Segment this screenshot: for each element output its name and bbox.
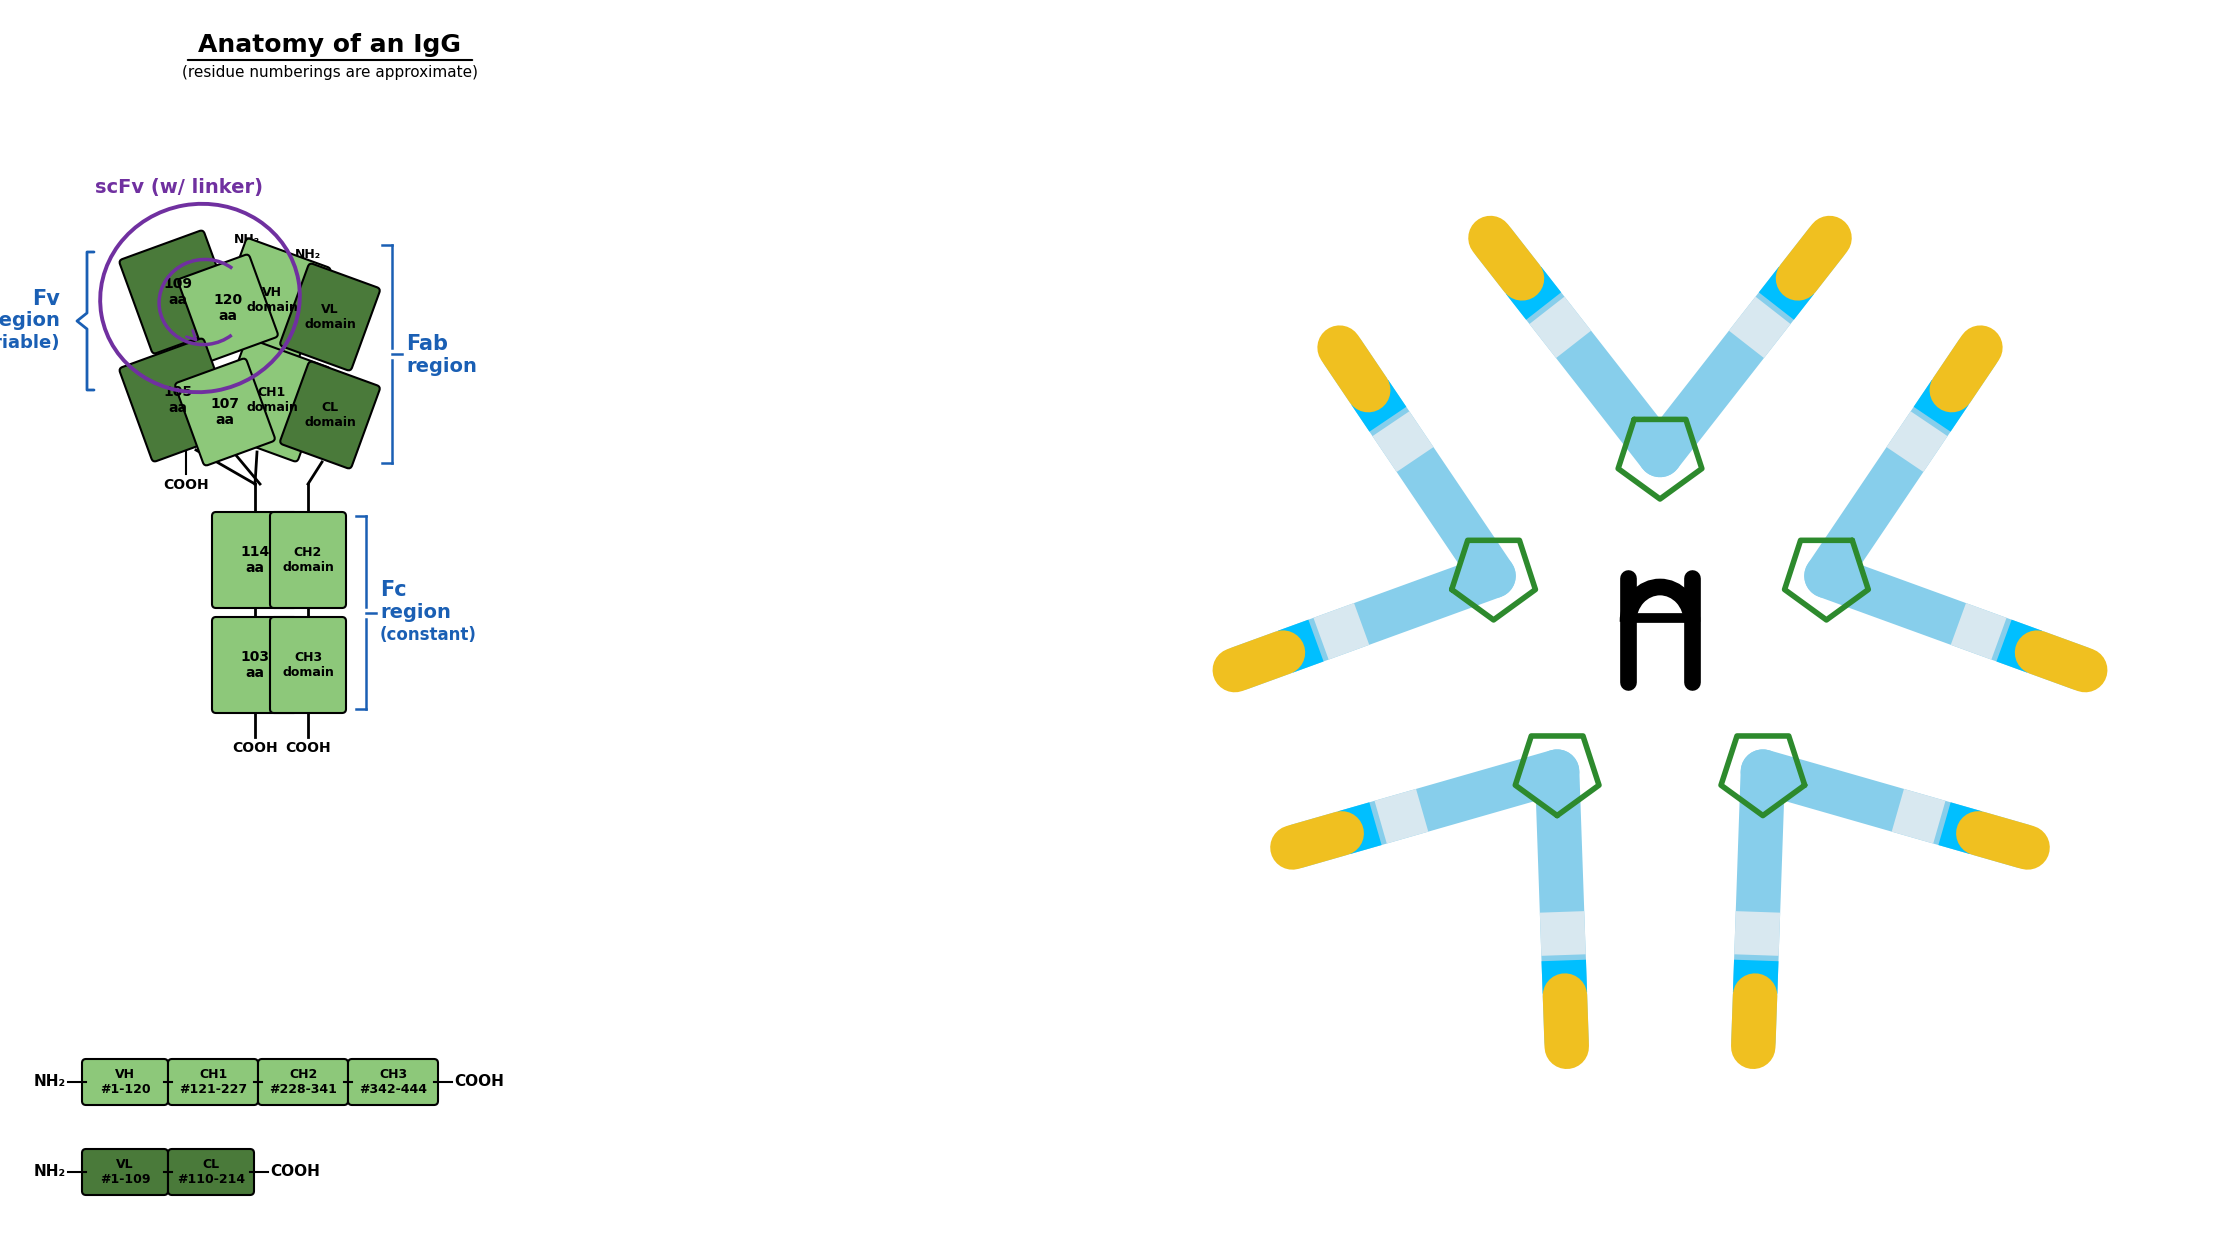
FancyBboxPatch shape [179, 255, 278, 362]
Text: 105
aa: 105 aa [164, 384, 193, 415]
FancyBboxPatch shape [280, 362, 381, 469]
Text: region: region [0, 311, 60, 330]
Text: CH2
#228-341: CH2 #228-341 [269, 1068, 336, 1096]
Text: 120
aa: 120 aa [213, 292, 242, 323]
Text: (variable): (variable) [0, 334, 60, 352]
Text: 109
aa: 109 aa [164, 277, 193, 307]
Text: 107
aa: 107 aa [211, 397, 240, 427]
Text: CH1
domain: CH1 domain [246, 386, 298, 415]
Text: COOH: COOH [455, 1075, 504, 1090]
FancyBboxPatch shape [213, 617, 298, 713]
FancyBboxPatch shape [271, 512, 345, 609]
Text: CH3
#342-444: CH3 #342-444 [358, 1068, 428, 1096]
Text: NH₂: NH₂ [296, 248, 320, 261]
Text: CH3
domain: CH3 domain [282, 651, 334, 679]
Text: COOH: COOH [233, 741, 278, 755]
Text: NH₂: NH₂ [34, 1075, 65, 1090]
FancyBboxPatch shape [119, 231, 237, 353]
Text: VH
domain: VH domain [246, 286, 298, 314]
Text: VH
#1-120: VH #1-120 [101, 1068, 150, 1096]
FancyBboxPatch shape [213, 512, 298, 609]
Text: CL
#110-214: CL #110-214 [177, 1158, 244, 1186]
Text: Anatomy of an IgG: Anatomy of an IgG [199, 33, 461, 57]
FancyBboxPatch shape [168, 1149, 253, 1194]
FancyBboxPatch shape [83, 1058, 168, 1105]
Text: Fc: Fc [381, 581, 408, 601]
Text: 103
aa: 103 aa [240, 650, 269, 680]
Text: VL
domain: VL domain [305, 302, 356, 331]
Text: COOH: COOH [284, 741, 332, 755]
Text: COOH: COOH [164, 478, 208, 491]
Text: 114
aa: 114 aa [240, 544, 269, 575]
Text: (constant): (constant) [381, 625, 477, 644]
Text: Fv: Fv [31, 289, 60, 309]
Text: (residue numberings are approximate): (residue numberings are approximate) [181, 64, 477, 79]
FancyBboxPatch shape [347, 1058, 439, 1105]
FancyBboxPatch shape [83, 1149, 168, 1194]
Text: VL
#1-109: VL #1-109 [101, 1158, 150, 1186]
Text: CL
domain: CL domain [305, 401, 356, 428]
Text: scFv (w/ linker): scFv (w/ linker) [94, 179, 262, 198]
Text: COOH: COOH [271, 1164, 320, 1179]
FancyBboxPatch shape [280, 263, 381, 370]
FancyBboxPatch shape [213, 238, 329, 362]
Text: NH₂: NH₂ [34, 1164, 65, 1179]
Text: CH2
domain: CH2 domain [282, 546, 334, 575]
FancyBboxPatch shape [119, 339, 237, 461]
FancyBboxPatch shape [168, 1058, 258, 1105]
FancyBboxPatch shape [271, 617, 345, 713]
FancyBboxPatch shape [175, 359, 276, 465]
Text: CH1
#121-227: CH1 #121-227 [179, 1068, 246, 1096]
Text: Fab: Fab [405, 334, 448, 354]
FancyBboxPatch shape [213, 339, 329, 461]
FancyBboxPatch shape [258, 1058, 347, 1105]
Text: NH₂: NH₂ [233, 233, 260, 246]
Text: region: region [381, 604, 450, 622]
Text: region: region [405, 357, 477, 375]
